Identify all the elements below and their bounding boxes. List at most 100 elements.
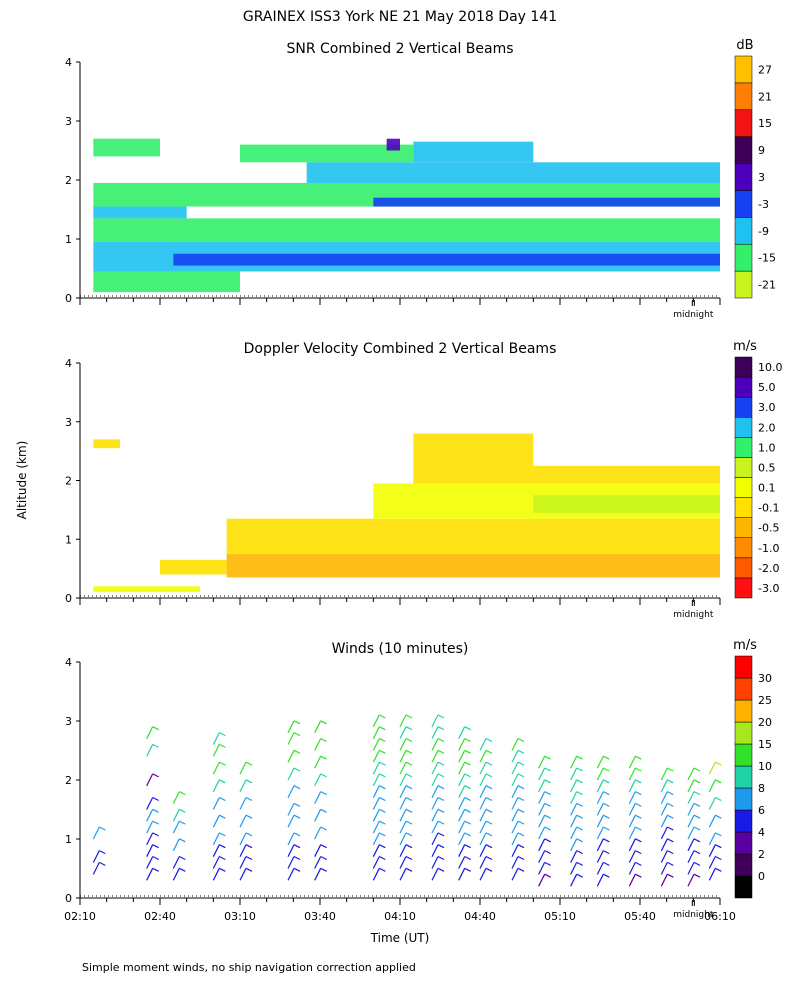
heatmap-cell <box>373 197 720 207</box>
wind-barb <box>146 856 154 869</box>
wind-barb-flag <box>485 749 493 754</box>
wind-barb <box>479 868 487 881</box>
wind-barb-flag <box>379 737 386 743</box>
wind-barb <box>479 785 487 798</box>
y-tick-label: 0 <box>65 892 72 905</box>
wind-barb <box>399 773 407 787</box>
panels: SNR Combined 2 Vertical Beams 0 1 2 3 4 midnig… <box>64 38 782 923</box>
wind-barb <box>239 779 247 793</box>
colorbar-label: 2 <box>758 848 765 861</box>
wind-barb-flag <box>219 844 226 849</box>
wind-barb <box>172 820 180 834</box>
wind-barb <box>660 767 668 781</box>
wind-barb <box>239 856 247 869</box>
y-tick-label: 2 <box>65 174 72 187</box>
wind-barb-flag <box>405 820 413 825</box>
wind-barb-flag <box>635 826 642 831</box>
wind-barb-flag <box>485 844 493 849</box>
wind-barb <box>538 850 546 863</box>
wind-barb-flag <box>517 785 525 790</box>
x-tick-label: 02:10 <box>64 910 96 923</box>
wind-barb-flag <box>219 761 226 766</box>
wind-barb-flag <box>464 867 471 872</box>
wind-barb-flag <box>437 867 445 872</box>
wind-barb <box>92 826 100 840</box>
wind-barb-flag <box>320 826 327 831</box>
wind-barb <box>399 809 407 822</box>
x-tick-label: 06:10 <box>704 910 736 923</box>
wind-barb <box>172 809 180 822</box>
wind-barb-flag <box>485 808 493 813</box>
heatmap-cell <box>93 218 721 242</box>
wind-barb <box>212 797 220 810</box>
wind-barb-flag <box>219 867 226 872</box>
wind-barb-flag <box>179 867 186 872</box>
colorbar-label: -3 <box>758 198 769 211</box>
heatmap-cell <box>240 144 414 163</box>
wind-barb <box>687 803 695 816</box>
wind-barb-flag <box>152 855 159 861</box>
wind-barb <box>660 873 668 887</box>
colorbar-swatch <box>734 437 753 458</box>
wind-barb <box>372 714 380 728</box>
wind-barb-flag <box>485 820 493 825</box>
wind-barb <box>314 844 322 857</box>
wind-barb <box>570 803 578 816</box>
heatmap-cell <box>93 138 160 157</box>
wind-barb <box>372 738 380 751</box>
wind-barb-flag <box>603 838 610 843</box>
wind-barb-flag <box>464 773 471 778</box>
colorbar-label: 1.0 <box>758 441 776 454</box>
wind-barb-flag <box>693 861 701 866</box>
wind-barb <box>570 862 578 875</box>
wind-barb <box>287 732 295 745</box>
wind-barb <box>146 726 154 739</box>
wind-barb-flag <box>635 814 642 819</box>
wind-barb <box>596 873 604 887</box>
heatmap-cell <box>173 253 721 266</box>
wind-barb <box>660 803 668 816</box>
wind-barb-flag <box>693 838 701 843</box>
wind-barbs <box>92 714 722 887</box>
colorbar-label: 0.1 <box>758 482 776 495</box>
wind-barb <box>372 761 380 775</box>
wind-barb-flag <box>152 773 159 778</box>
wind-barb-flag <box>405 761 413 766</box>
wind-barb <box>570 850 578 863</box>
wind-barb-flag <box>99 850 106 855</box>
wind-barb-flag <box>464 726 471 731</box>
colorbar-swatch <box>734 190 753 218</box>
wind-barb <box>458 726 466 739</box>
colorbar-label: 2.0 <box>758 421 776 434</box>
wind-barb-flag <box>437 714 445 719</box>
colorbar-swatch <box>734 765 753 789</box>
wind-barb <box>458 844 466 857</box>
wind-barb <box>687 838 695 852</box>
wind-barb-flag <box>293 749 301 754</box>
wind-barb <box>458 785 466 798</box>
wind-barb-flag <box>219 832 226 837</box>
wind-barb-flag <box>320 755 327 760</box>
wind-barb <box>212 779 220 793</box>
wind-barb-flag <box>603 873 610 878</box>
wind-barb <box>431 844 439 857</box>
wind-barb <box>431 761 439 775</box>
wind-barb <box>687 862 695 875</box>
wind-barb-flag <box>320 867 327 872</box>
heatmap-cell <box>226 553 720 578</box>
wind-barb <box>660 791 668 804</box>
wind-barb <box>146 773 154 787</box>
heatmap-cell <box>93 439 120 449</box>
wind-barb-flag <box>379 796 386 802</box>
wind-barb-flag <box>464 737 471 743</box>
footnote: Simple moment winds, no ship navigation … <box>82 961 416 974</box>
y-tick-label: 3 <box>65 115 72 128</box>
wind-barb <box>511 738 519 751</box>
wind-barb-flag <box>517 855 525 861</box>
wind-barb <box>399 868 407 881</box>
wind-barb-flag <box>485 867 493 872</box>
wind-barb-flag <box>320 844 327 849</box>
heatmap-cell <box>160 559 227 575</box>
wind-barb <box>660 826 668 840</box>
